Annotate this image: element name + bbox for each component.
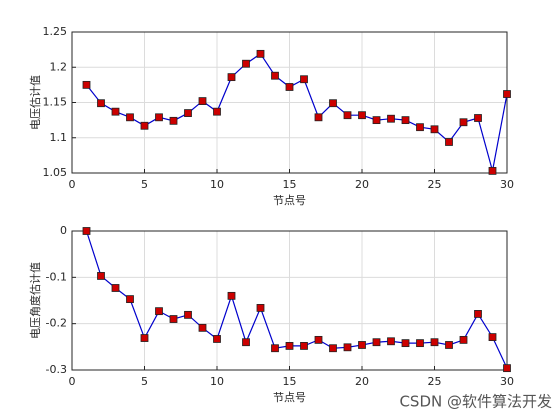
data-point — [97, 272, 105, 280]
data-point — [155, 307, 163, 316]
data-point — [329, 99, 337, 108]
data-point — [387, 337, 395, 346]
data-point — [213, 107, 221, 116]
data-point — [343, 111, 352, 120]
y-tick-label: 1.2 — [50, 60, 68, 73]
data-point — [459, 335, 468, 344]
data-point — [459, 118, 468, 127]
data-point — [242, 338, 250, 347]
data-point — [126, 113, 134, 122]
data-point — [169, 116, 178, 125]
data-point — [474, 310, 482, 318]
data-point — [488, 166, 497, 175]
y-tick-label: 1.25 — [43, 25, 68, 38]
y-tick-label: -0.2 — [46, 317, 67, 330]
data-point — [285, 342, 294, 350]
data-point — [271, 71, 279, 80]
data-point — [155, 113, 163, 122]
data-point — [358, 111, 366, 120]
watermark: CSDN @软件算法开发 — [399, 393, 552, 411]
data-point — [416, 339, 424, 348]
data-point — [256, 304, 265, 312]
data-point — [256, 49, 265, 58]
x-tick-label: 25 — [428, 178, 442, 191]
data-point — [503, 90, 511, 98]
x-axis-label: 节点号 — [273, 194, 306, 207]
data-point — [430, 125, 439, 134]
data-point — [271, 344, 279, 353]
data-point — [503, 364, 511, 373]
data-point — [416, 123, 424, 132]
data-point — [474, 114, 482, 122]
x-tick-label: 0 — [69, 375, 76, 388]
data-point — [82, 80, 91, 89]
x-tick-label: 30 — [500, 178, 514, 191]
x-tick-label: 15 — [283, 375, 297, 388]
y-tick-label: 1.15 — [43, 96, 68, 109]
data-point — [126, 295, 134, 304]
data-point — [430, 338, 439, 347]
data-point — [401, 339, 410, 348]
x-axis-label: 节点号 — [273, 391, 306, 404]
y-tick-label: 0 — [60, 224, 67, 237]
data-point — [213, 335, 221, 343]
data-point — [372, 116, 381, 125]
y-axis-label: 电压角度估计值 — [28, 262, 42, 339]
data-point — [300, 342, 308, 350]
x-tick-label: 15 — [283, 178, 297, 191]
data-point — [387, 114, 395, 123]
y-tick-label: -0.3 — [46, 363, 67, 376]
x-tick-label: 0 — [69, 178, 76, 191]
data-point — [111, 284, 120, 292]
data-point — [140, 121, 149, 130]
data-point — [97, 99, 105, 108]
x-tick-label: 30 — [500, 375, 514, 388]
x-tick-label: 5 — [141, 375, 148, 388]
y-axis-label: 电压估计值 — [29, 75, 42, 130]
data-point — [488, 333, 497, 342]
data-point — [343, 343, 352, 352]
data-point — [184, 310, 192, 319]
y-tick-label: -0.1 — [46, 270, 67, 283]
x-tick-label: 10 — [210, 375, 224, 388]
data-point — [198, 323, 207, 332]
x-tick-label: 20 — [355, 375, 369, 388]
data-point — [242, 59, 250, 68]
y-tick-label: 1.1 — [50, 131, 68, 144]
axes-box — [71, 230, 508, 371]
data-point — [169, 315, 178, 323]
data-point — [111, 107, 120, 116]
data-point — [329, 344, 337, 353]
data-point — [140, 334, 149, 342]
data-point — [285, 83, 294, 91]
axes-box — [71, 31, 508, 174]
x-tick-label: 10 — [210, 178, 224, 191]
x-tick-label: 20 — [355, 178, 369, 191]
data-point — [82, 227, 91, 235]
data-point — [184, 109, 192, 117]
data-point — [401, 116, 410, 125]
data-point — [314, 113, 323, 122]
data-point — [314, 335, 323, 344]
data-point — [445, 341, 453, 349]
data-point — [198, 97, 207, 105]
data-point — [227, 291, 236, 300]
data-point — [358, 341, 366, 349]
y-tick-label: 1.05 — [43, 166, 68, 179]
x-tick-label: 5 — [141, 178, 148, 191]
data-point — [227, 73, 236, 82]
data-point — [372, 338, 381, 347]
data-point — [300, 75, 308, 84]
data-point — [445, 138, 453, 146]
x-tick-label: 25 — [428, 375, 442, 388]
